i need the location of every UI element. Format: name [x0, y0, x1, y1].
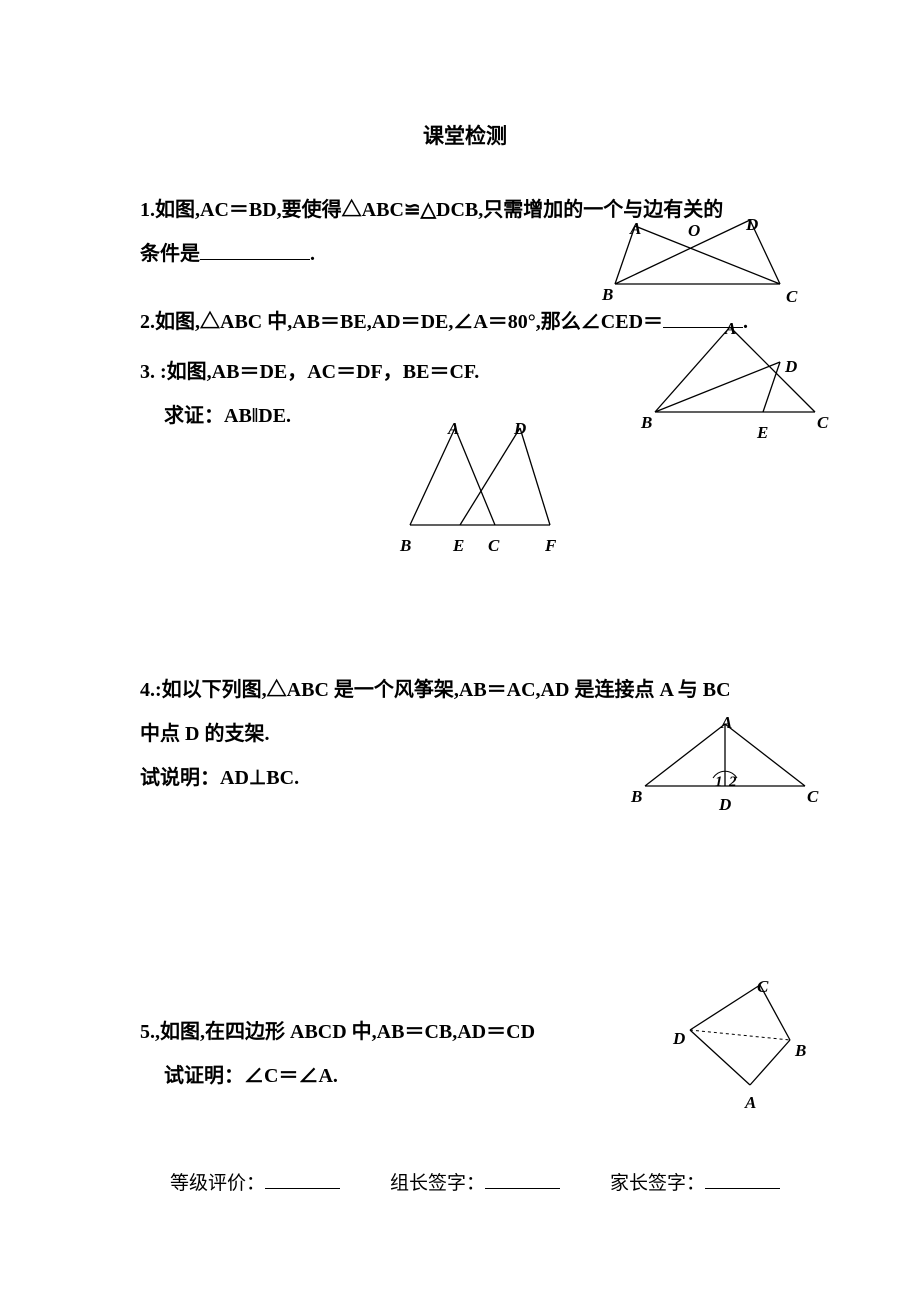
q2-label-A: A	[725, 310, 736, 347]
q2-text: 2.如图,△ABC 中,AB＝BE,AD＝DE,∠A＝80°,那么∠CED＝	[140, 311, 663, 333]
q4-label-C: C	[807, 778, 818, 815]
q4-label-2: 2	[729, 766, 737, 799]
q4-label-A: A	[721, 704, 732, 741]
q2-label-B: B	[641, 404, 652, 441]
sig-grade-blank	[265, 1173, 340, 1189]
q3-label-C: C	[488, 527, 499, 564]
q3-label-A: A	[448, 410, 459, 447]
q2-label-E: E	[757, 414, 768, 451]
sig-leader-label: 组长签字：	[390, 1173, 485, 1194]
question-5: 5.,如图,在四边形 ABCD 中,AB＝CB,AD＝CD 试证明：∠C＝∠A.…	[140, 1010, 790, 1098]
q1-prefix: 条件是	[140, 243, 200, 265]
sig-parent-blank	[705, 1173, 780, 1189]
sig-grade-label: 等级评价：	[170, 1173, 265, 1194]
q3-label-F: F	[545, 527, 556, 564]
q3-diagram: A D B E C F	[400, 420, 570, 545]
question-1: 1.如图,AC＝BD,要使得△ABC≌△DCB,只需增加的一个与边有关的 条件是…	[140, 188, 790, 276]
q2-svg	[645, 322, 830, 432]
q1-diagram: A D O B C	[610, 218, 800, 303]
q4-label-1: 1	[715, 766, 723, 799]
sig-parent-label: 家长签字：	[610, 1173, 705, 1194]
q3-label-E: E	[453, 527, 464, 564]
q1-blank	[200, 242, 310, 260]
q1-label-O: O	[688, 212, 700, 249]
q4-line1: 4.:如以下列图,△ABC 是一个风筝架,AB＝AC,AD 是连接点 A 与 B…	[140, 668, 790, 712]
sig-leader: 组长签字：	[390, 1168, 560, 1195]
q4-label-B: B	[631, 778, 642, 815]
q5-label-B: B	[795, 1032, 806, 1069]
q5-label-D: D	[673, 1020, 685, 1057]
sig-parent: 家长签字：	[610, 1168, 780, 1195]
question-4: 4.:如以下列图,△ABC 是一个风筝架,AB＝AC,AD 是连接点 A 与 B…	[140, 668, 790, 800]
q5-label-C: C	[757, 968, 768, 1005]
question-3: 3. :如图,AB＝DE，AC＝DF，BE＝CF. 求证：AB‖DE. A B …	[140, 350, 790, 438]
q5-label-A: A	[745, 1084, 756, 1121]
q1-period: .	[310, 243, 315, 265]
q3-label-D: D	[514, 410, 526, 447]
q5-svg	[675, 980, 810, 1100]
signature-row: 等级评价： 组长签字： 家长签字：	[140, 1168, 790, 1195]
q2-label-D: D	[785, 348, 797, 385]
q5-diagram: C D B A	[675, 980, 810, 1100]
q1-label-A: A	[630, 210, 641, 247]
q2-label-C: C	[817, 404, 828, 441]
q1-label-D: D	[746, 206, 758, 243]
sig-grade: 等级评价：	[170, 1168, 340, 1195]
q3-label-B: B	[400, 527, 411, 564]
q4-diagram: A B C D 1 2	[635, 716, 820, 806]
sig-leader-blank	[485, 1173, 560, 1189]
page-title: 课堂检测	[140, 120, 790, 150]
q2-diagram: A B C D E	[645, 322, 830, 432]
